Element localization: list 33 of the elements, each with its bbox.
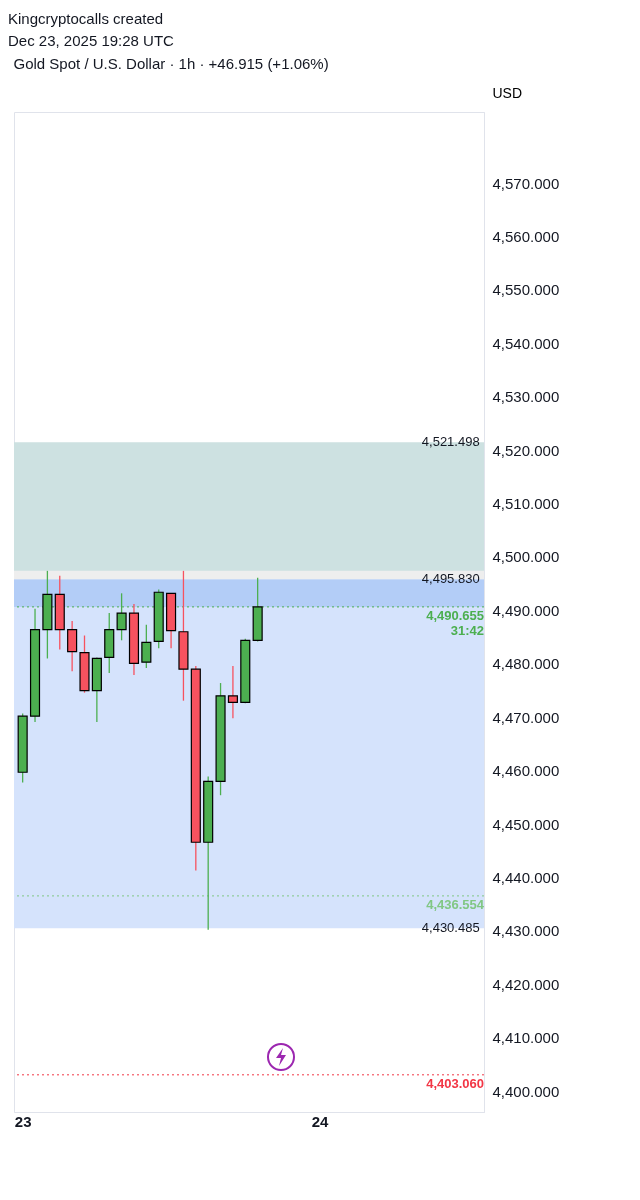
y-tick-label: 4,400.000	[492, 1082, 560, 1100]
chart-title: Gold Spot / U.S. Dollar · 1h · +46.915 (+1.06%)	[13, 55, 329, 72]
ref-line-label: 4,490.655 31:42	[426, 607, 484, 638]
y-tick-label: 4,450.000	[492, 815, 560, 833]
y-tick-label: 4,480.000	[492, 655, 560, 673]
y-tick-label: 4,420.000	[492, 975, 560, 993]
band-label: 4,521.498	[421, 434, 480, 450]
y-tick-label: 4,570.000	[492, 174, 560, 192]
band-label: 4,430.485	[421, 920, 480, 936]
x-tick-label: 24	[311, 1112, 329, 1130]
y-tick-label: 4,550.000	[492, 281, 560, 299]
candlestick	[141, 624, 152, 669]
y-tick-label: 4,430.000	[492, 922, 560, 940]
candlestick	[227, 665, 238, 719]
ref-line-label: 4,436.554	[426, 896, 485, 912]
ref-line-label: 4,403.060	[426, 1075, 484, 1091]
y-tick-label: 4,560.000	[492, 227, 560, 245]
y-tick-label: 4,540.000	[492, 334, 560, 352]
y-tick-label: 4,410.000	[492, 1029, 560, 1047]
y-tick-label: 4,460.000	[492, 762, 560, 780]
y-axis-title: USD	[492, 84, 523, 101]
y-tick-label: 4,520.000	[492, 441, 560, 459]
text: Kingcryptocalls created	[8, 9, 165, 29]
y-tick-label: 4,440.000	[492, 868, 560, 886]
x-tick-label: 23	[14, 1112, 32, 1130]
y-tick-label: 4,530.000	[492, 388, 560, 406]
y-tick-label: 4,490.000	[492, 601, 560, 619]
y-tick-label: 4,510.000	[492, 495, 560, 513]
candlestick	[67, 620, 78, 672]
y-tick-label: 4,470.000	[492, 708, 560, 726]
band-label: 4,495.830	[421, 571, 480, 587]
text: Dec 23, 2025 19:28 UTC	[8, 31, 175, 51]
y-tick-label: 4,500.000	[492, 548, 560, 566]
